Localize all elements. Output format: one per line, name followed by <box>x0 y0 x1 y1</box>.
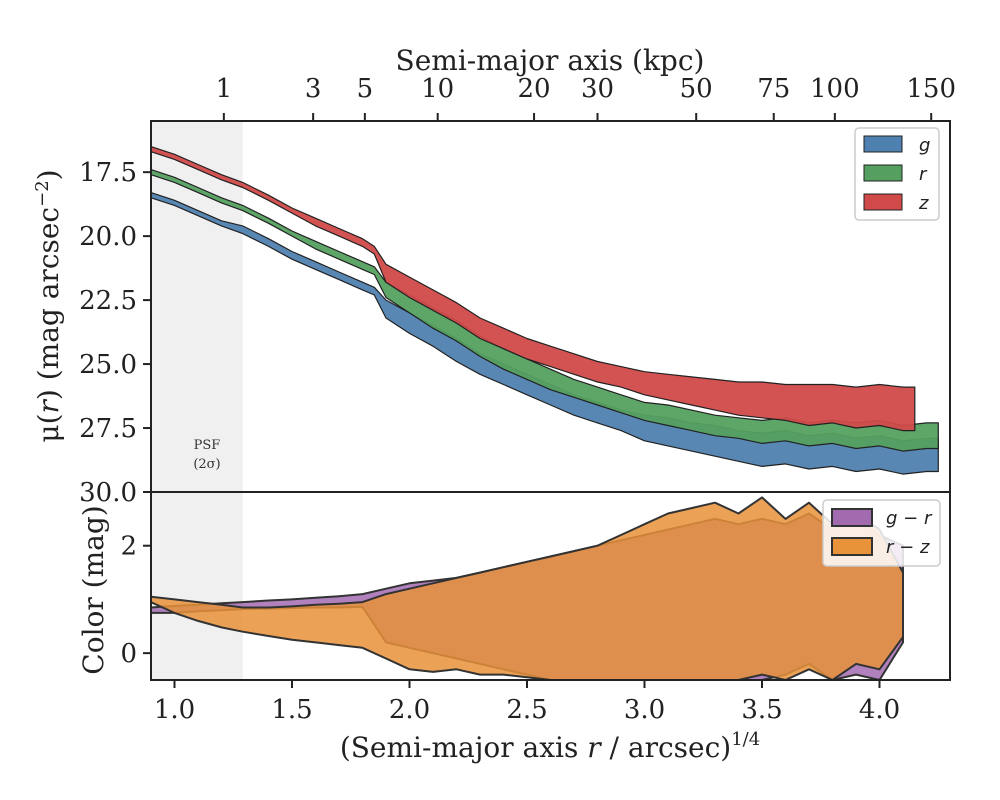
top-axis-label: Semi-major axis (kpc) <box>396 44 705 77</box>
upper-y-tick-label: 30.0 <box>79 478 137 508</box>
legend-label-g-minus-r: g − r <box>886 508 933 529</box>
lower-x-tick-label: 2.5 <box>506 695 547 725</box>
upper-y-tick-label: 17.5 <box>79 158 137 188</box>
top-x-tick-label: 10 <box>421 74 454 104</box>
color-series <box>151 496 904 680</box>
top-x-tick-label: 3 <box>305 74 322 104</box>
top-x-tick-label: 5 <box>357 74 374 104</box>
top-x-tick-label: 50 <box>680 74 713 104</box>
lower-x-tick-label: 4.0 <box>859 695 900 725</box>
lower-y-tick-label: 0 <box>120 639 137 669</box>
lower-y-ticks: 02 <box>120 532 151 669</box>
upper-y-tick-label: 25.0 <box>79 350 137 380</box>
psf-shade-lower <box>151 492 243 680</box>
top-x-tick-label: 75 <box>757 74 790 104</box>
legend-swatch-z <box>863 193 903 211</box>
top-x-tick-label: 150 <box>906 74 956 104</box>
lower-x-ticks: 1.0 1.5 2.0 2.5 3.0 3.5 4.0 <box>154 680 900 725</box>
top-x-tick-label: 20 <box>518 74 551 104</box>
lower-x-tick-label: 3.5 <box>741 695 782 725</box>
legend-label-z: z <box>918 193 929 214</box>
color-panel: 02 1.0 1.5 2.0 2.5 3.0 3.5 4.0 g − rr − z <box>120 491 951 725</box>
top-x-tick-label: 1 <box>216 74 233 104</box>
legend-swatch-r <box>863 164 903 182</box>
psf-region <box>151 121 243 492</box>
band-r-minus-z <box>151 496 904 680</box>
legend-label-r: r <box>919 164 928 185</box>
upper-y-ticks: 17.5 20.0 22.5 25.0 27.5 30.0 <box>79 158 151 508</box>
psf-shade <box>151 121 243 492</box>
psf-label-line2: (2σ) <box>193 457 220 472</box>
lower-x-tick-label: 3.0 <box>624 695 665 725</box>
bottom-x-axis-label: (Semi-major axis r / arcsec)1/4 <box>340 729 760 764</box>
upper-y-tick-label: 20.0 <box>79 222 137 252</box>
psf-region-lower <box>151 492 243 680</box>
lower-legend: g − r r − z <box>822 499 941 567</box>
upper-y-axis-label: μ(r) (mag arcsec−2) <box>32 169 65 442</box>
legend-label-g: g <box>919 135 930 156</box>
band-z <box>150 146 916 432</box>
lower-x-tick-label: 1.5 <box>271 695 312 725</box>
lower-x-tick-label: 1.0 <box>154 695 195 725</box>
legend-label-r-minus-z: r − z <box>886 537 930 558</box>
top-x-tick-label: 30 <box>581 74 614 104</box>
top-axis-ticks: 1 3 5 10 20 30 50 75 100 150 <box>216 74 956 121</box>
psf-label-line1: PSF <box>194 438 221 453</box>
legend-swatch-g-minus-r <box>831 508 873 527</box>
lower-panel-frame <box>150 491 951 681</box>
top-x-tick-label: 100 <box>810 74 860 104</box>
lower-x-tick-label: 2.0 <box>389 695 430 725</box>
upper-y-tick-label: 27.5 <box>79 414 137 444</box>
lower-y-axis-label: Color (mag) <box>77 505 110 674</box>
surface-brightness-panel: 17.5 20.0 22.5 25.0 27.5 30.0 PSF (2σ) grz <box>79 120 951 508</box>
legend-swatch-g <box>863 135 903 153</box>
upper-legend: grz <box>854 127 940 221</box>
upper-y-tick-label: 22.5 <box>79 286 137 316</box>
surface-brightness-series <box>150 146 939 475</box>
lower-y-tick-label: 2 <box>120 532 137 562</box>
legend-swatch-r-minus-z <box>831 537 873 556</box>
